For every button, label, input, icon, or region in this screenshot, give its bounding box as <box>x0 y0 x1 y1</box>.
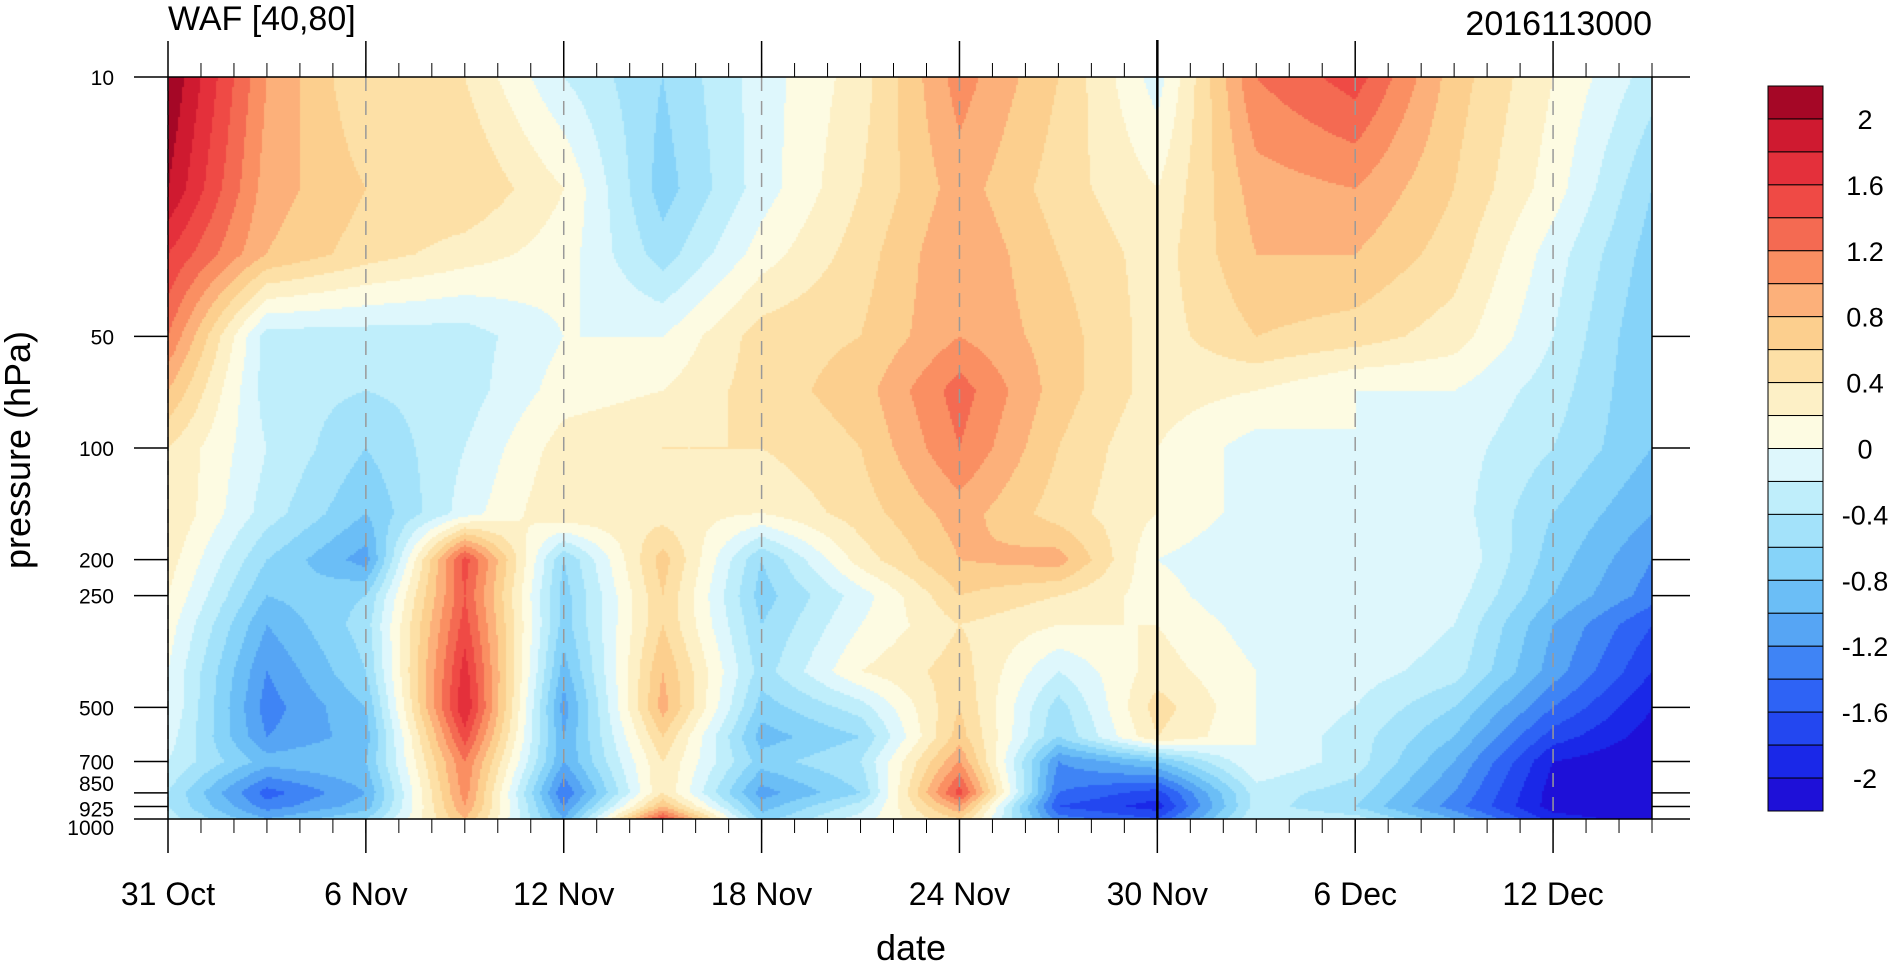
colorbar-label: 1.2 <box>1846 237 1884 267</box>
colorbar-label: -0.4 <box>1842 500 1889 530</box>
y-axis-label: pressure (hPa) <box>0 331 38 569</box>
y-tick-label: 200 <box>79 550 114 573</box>
chart-title: WAF [40,80] <box>168 0 356 38</box>
x-tick-label: 12 Nov <box>513 876 614 912</box>
y-tick-label: 850 <box>79 773 114 796</box>
contour-fill-image <box>168 77 1652 819</box>
colorbar-swatch <box>1767 184 1824 219</box>
y-tick-label: 100 <box>79 438 114 461</box>
y-tick-label: 500 <box>79 697 114 720</box>
colorbar-swatch <box>1767 480 1824 515</box>
colorbar-swatch <box>1767 217 1824 252</box>
colorbar-label: -1.2 <box>1842 632 1889 662</box>
colorbar-swatch <box>1767 744 1824 779</box>
colorbar-label: -0.8 <box>1842 566 1889 596</box>
colorbar-swatch <box>1767 118 1824 153</box>
colorbar-swatch <box>1767 283 1824 318</box>
y-tick-label: 10 <box>91 67 114 90</box>
colorbar-swatch <box>1767 711 1824 746</box>
colorbar-swatch <box>1767 85 1824 120</box>
colorbar-label: 0.8 <box>1846 303 1884 333</box>
dashed-date-gridlines <box>167 77 1554 819</box>
colorbar-label: 1.6 <box>1846 171 1884 201</box>
colorbar-label: 0 <box>1857 435 1872 465</box>
contour-fill-layer <box>168 77 1652 819</box>
y-tick-label: 250 <box>79 586 114 609</box>
colorbar-label: 2 <box>1857 105 1872 135</box>
y-tick-label: 50 <box>91 326 114 349</box>
y-tick-label: 1000 <box>67 817 114 840</box>
colorbar-label: 0.4 <box>1846 369 1884 399</box>
x-tick-label: 6 Nov <box>324 876 408 912</box>
colorbar-swatch <box>1767 777 1824 812</box>
x-tick-label: 31 Oct <box>121 876 215 912</box>
colorbar-swatch <box>1767 513 1824 548</box>
colorbar-label: -1.6 <box>1842 698 1889 728</box>
y-tick-label: 700 <box>79 752 114 775</box>
x-axis-ticks: 31 Oct 6 Nov 12 Nov 18 Nov 24 Nov 30 Nov 6 Dec… <box>121 41 1653 912</box>
x-tick-label: 18 Nov <box>711 876 812 912</box>
colorbar-swatch <box>1767 579 1824 614</box>
colorbar: 2 1.6 1.2 0.8 0.4 0 -0.4 -0.8 -1.2 -1.6 -2 <box>1767 85 1889 812</box>
x-tick-label: 30 Nov <box>1107 876 1208 912</box>
colorbar-swatch <box>1767 316 1824 351</box>
chart-timestamp: 2016113000 <box>1465 5 1652 43</box>
colorbar-swatch <box>1767 645 1824 680</box>
colorbar-swatch <box>1767 612 1824 647</box>
colorbar-swatch <box>1767 382 1824 417</box>
x-tick-label: 12 Dec <box>1502 876 1603 912</box>
colorbar-swatch <box>1767 250 1824 285</box>
y-tick-label: 925 <box>79 798 114 821</box>
colorbar-swatch <box>1767 448 1824 482</box>
colorbar-label: -2 <box>1853 764 1877 794</box>
x-tick-label: 24 Nov <box>909 876 1010 912</box>
colorbar-swatch <box>1767 678 1824 713</box>
x-tick-label: 6 Dec <box>1313 876 1397 912</box>
colorbar-swatch <box>1767 546 1824 581</box>
x-axis-label: date <box>876 927 946 962</box>
colorbar-swatch <box>1767 349 1824 384</box>
colorbar-swatch <box>1767 415 1824 449</box>
colorbar-swatch <box>1767 151 1824 186</box>
